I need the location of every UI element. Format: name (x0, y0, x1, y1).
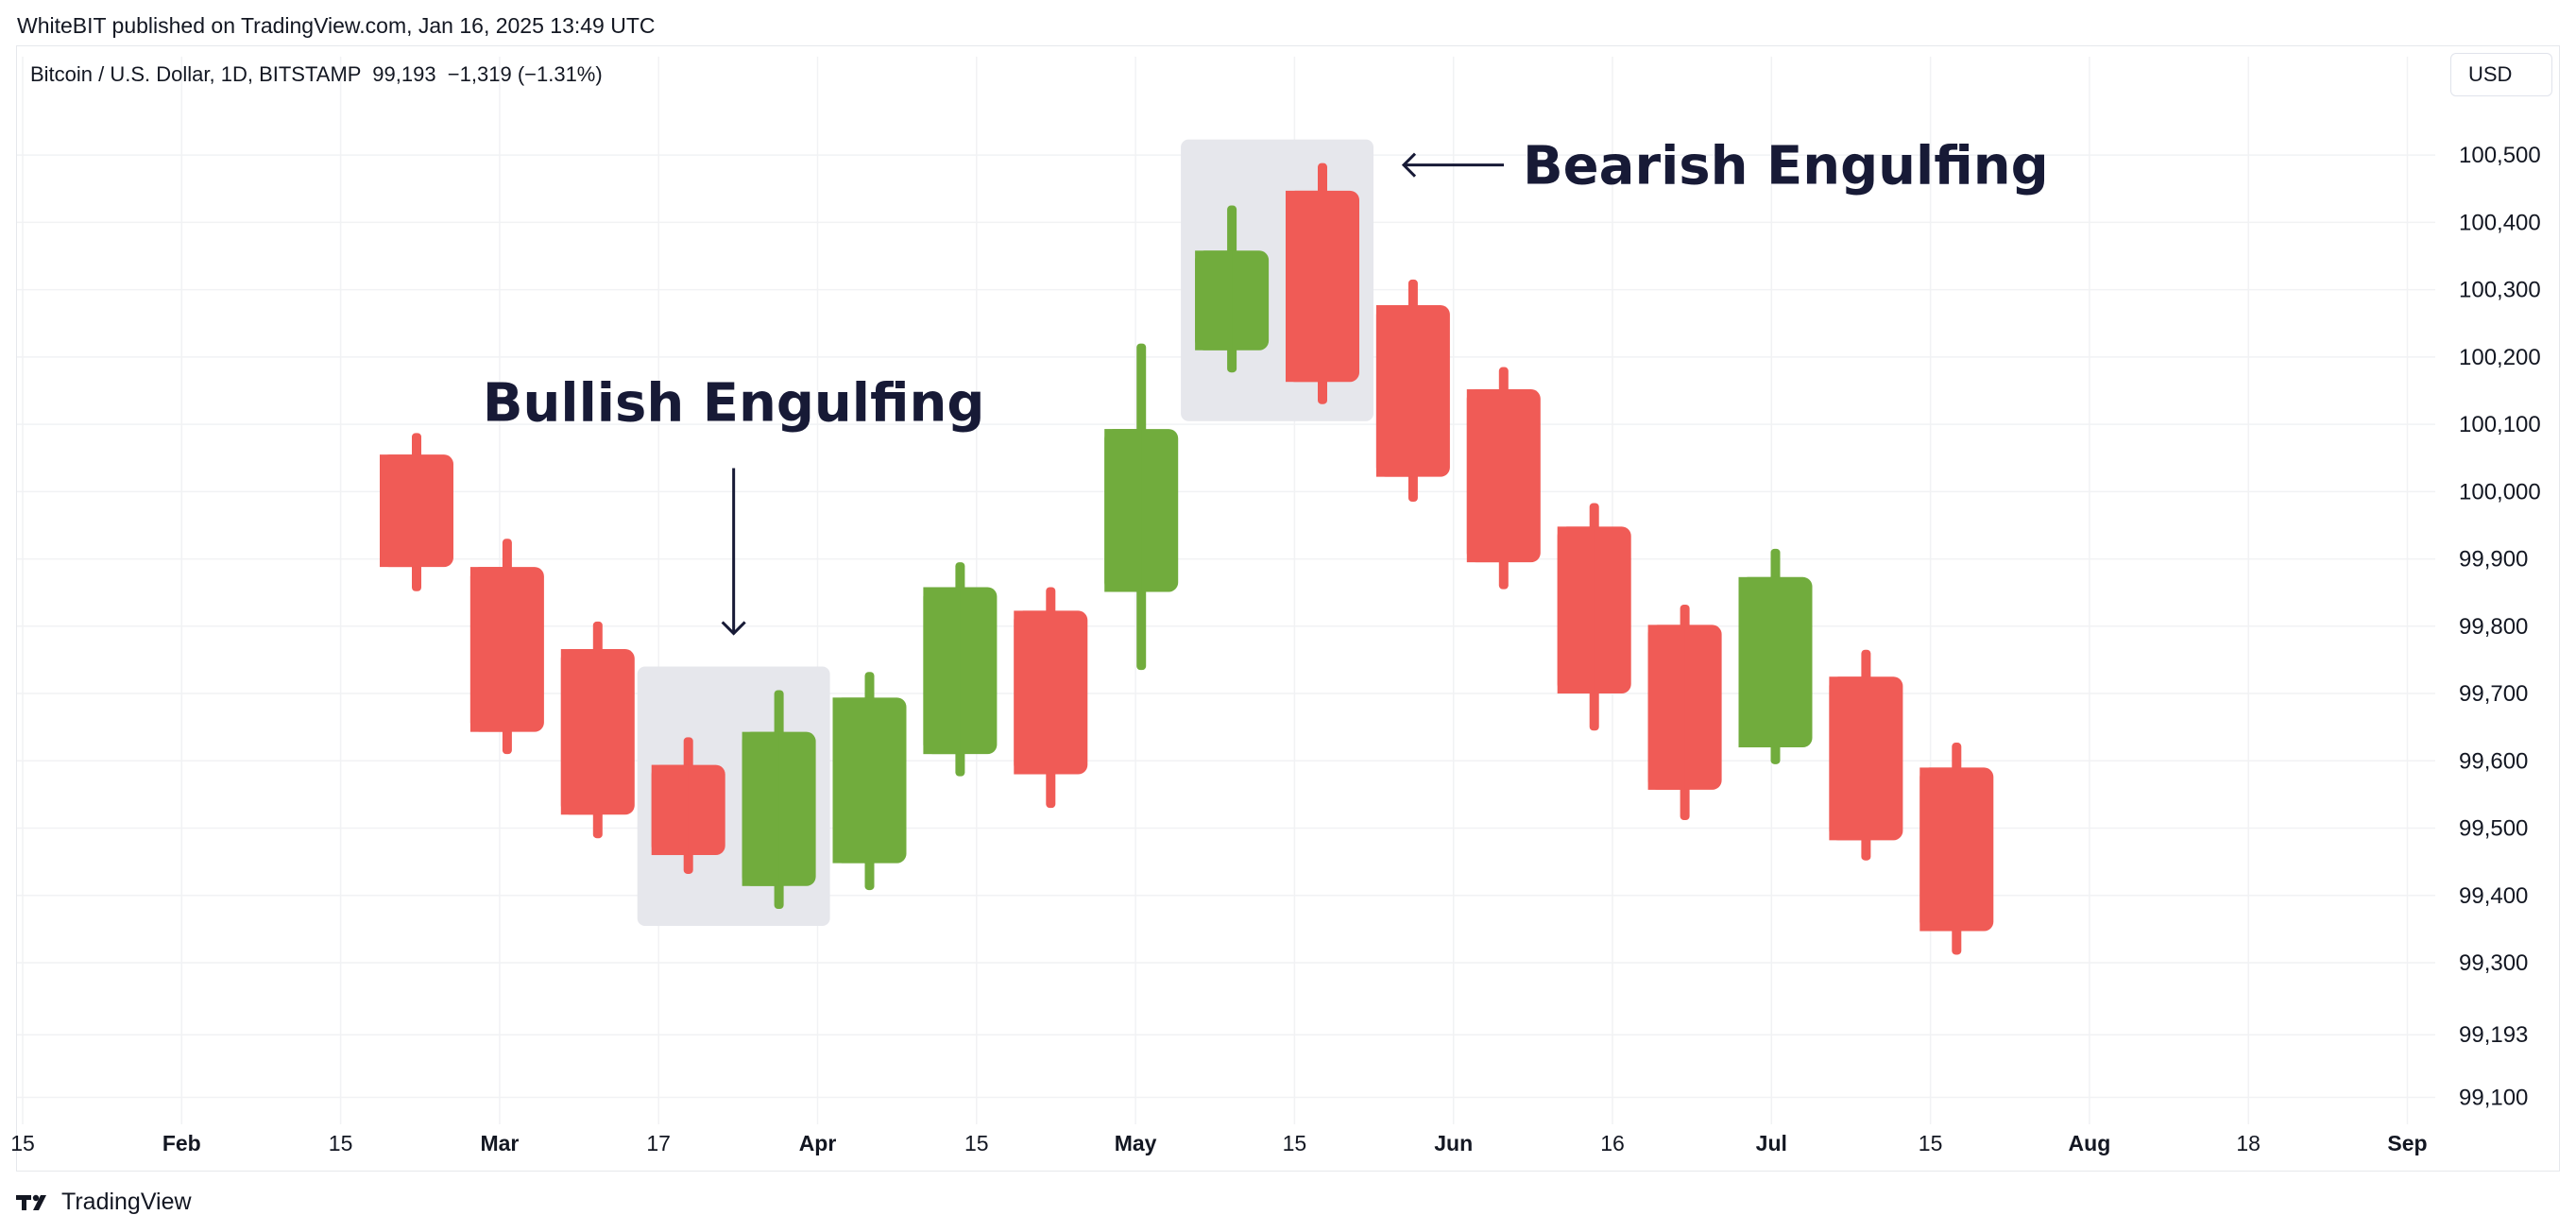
brand-name: TradingView (61, 1189, 192, 1215)
candle-body-edge (832, 697, 870, 864)
candle-body-edge (380, 454, 417, 568)
date-tick-label: May (1115, 1131, 1157, 1155)
date-tick-label: 16 (1600, 1131, 1625, 1155)
price-tick-label: 100,200 (2459, 345, 2541, 370)
price-tick-label: 99,600 (2459, 748, 2528, 774)
price-tick-label: 99,700 (2459, 681, 2528, 707)
candle-body-edge (1466, 389, 1504, 563)
bullish-candle[interactable] (1195, 205, 1270, 373)
price-tick-label: 99,400 (2459, 883, 2528, 909)
price-tick-label: 99,193 (2459, 1022, 2528, 1048)
candle-body-edge (923, 587, 961, 755)
bearish-candle[interactable] (651, 737, 725, 874)
price-tick-label: 100,400 (2459, 210, 2541, 235)
bearish-candle[interactable] (560, 621, 635, 839)
bullish-candle[interactable] (1104, 343, 1179, 671)
date-tick-label: 15 (329, 1131, 353, 1155)
bullish-candle[interactable] (832, 672, 907, 891)
annotation: Bearish Engulfing (1401, 136, 2049, 197)
price-tick-label: 100,300 (2459, 278, 2541, 303)
price-tick-label: 100,100 (2459, 412, 2541, 437)
bearish-candle[interactable] (1647, 605, 1722, 820)
annotation-label: Bearish Engulfing (1523, 136, 2049, 197)
candle-body-edge (469, 567, 507, 732)
candle-body-edge (1829, 676, 1867, 841)
annotation-label: Bullish Engulfing (483, 372, 985, 434)
tradingview-logo-icon (16, 1194, 46, 1210)
date-tick-label: 15 (964, 1131, 989, 1155)
price-tick-label: 99,800 (2459, 614, 2528, 640)
candle-body-edge (1919, 767, 1957, 932)
price-tick-label: 99,500 (2459, 816, 2528, 842)
candle-body-edge (1738, 576, 1776, 748)
annotation: Bullish Engulfing (483, 372, 985, 636)
bearish-candle[interactable] (380, 433, 453, 591)
candle-body-edge (1375, 304, 1413, 477)
price-tick-label: 100,000 (2459, 479, 2541, 505)
annotations: Bullish Engulfing Bearish Engulfing (483, 136, 2049, 636)
candles (380, 163, 1994, 955)
candle-body-edge (1014, 610, 1051, 775)
candle-body-edge (1195, 250, 1233, 351)
price-tick-label: 100,500 (2459, 143, 2541, 168)
date-tick-label: Mar (480, 1131, 519, 1155)
price-tick-label: 99,300 (2459, 950, 2528, 976)
candle-body-edge (1104, 429, 1142, 592)
price-tick-label: 99,100 (2459, 1086, 2528, 1111)
date-tick-label: Jun (1434, 1131, 1473, 1155)
tradingview-brand[interactable]: TradingView (16, 1189, 192, 1216)
price-tick-label: 99,900 (2459, 547, 2528, 573)
candle-body-edge (1557, 526, 1595, 694)
bearish-candle[interactable] (1375, 279, 1450, 503)
currency-button[interactable]: USD (2450, 53, 2552, 96)
bearish-candle[interactable] (1286, 163, 1359, 404)
date-tick-label: 15 (10, 1131, 35, 1155)
candle-body-edge (560, 649, 598, 815)
time-axis[interactable]: 15 Feb 15 Mar 17 Apr 15 May 15 Jun 16 Jul 15 Aug 18 Sep (10, 1131, 2427, 1155)
bearish-candle[interactable] (1919, 743, 1994, 955)
bullish-candle[interactable] (1738, 548, 1813, 764)
bullish-candle[interactable] (923, 562, 998, 777)
date-tick-label: Apr (799, 1131, 837, 1155)
arrow-head (1401, 152, 1417, 178)
date-tick-label: Jul (1756, 1131, 1787, 1155)
arrow-head (721, 621, 746, 636)
bearish-candle[interactable] (1014, 587, 1088, 809)
bearish-candle[interactable] (1466, 367, 1541, 590)
candle-body-edge (651, 764, 689, 856)
bearish-candle[interactable] (1557, 503, 1631, 731)
price-axis[interactable]: 100,500 100,400 100,300 100,200 100,100 100,0… (2459, 143, 2541, 1110)
date-tick-label: Feb (162, 1131, 201, 1155)
date-tick-label: Aug (2069, 1131, 2111, 1155)
bullish-candle[interactable] (742, 690, 816, 910)
date-tick-label: 15 (1919, 1131, 1943, 1155)
date-tick-label: 15 (1283, 1131, 1307, 1155)
symbol-legend: Bitcoin / U.S. Dollar, 1D, BITSTAMP 99,1… (30, 62, 603, 86)
date-tick-label: 18 (2236, 1131, 2260, 1155)
date-tick-label: 17 (646, 1131, 671, 1155)
date-tick-label: Sep (2387, 1131, 2427, 1155)
candle-body-edge (1647, 625, 1685, 790)
chart-frame (16, 45, 2560, 1172)
bearish-candle[interactable] (469, 539, 544, 755)
bearish-candle[interactable] (1829, 649, 1903, 861)
publish-info: WhiteBIT published on TradingView.com, J… (17, 13, 656, 38)
candle-body-edge (742, 731, 779, 886)
candle-body-edge (1286, 190, 1322, 383)
